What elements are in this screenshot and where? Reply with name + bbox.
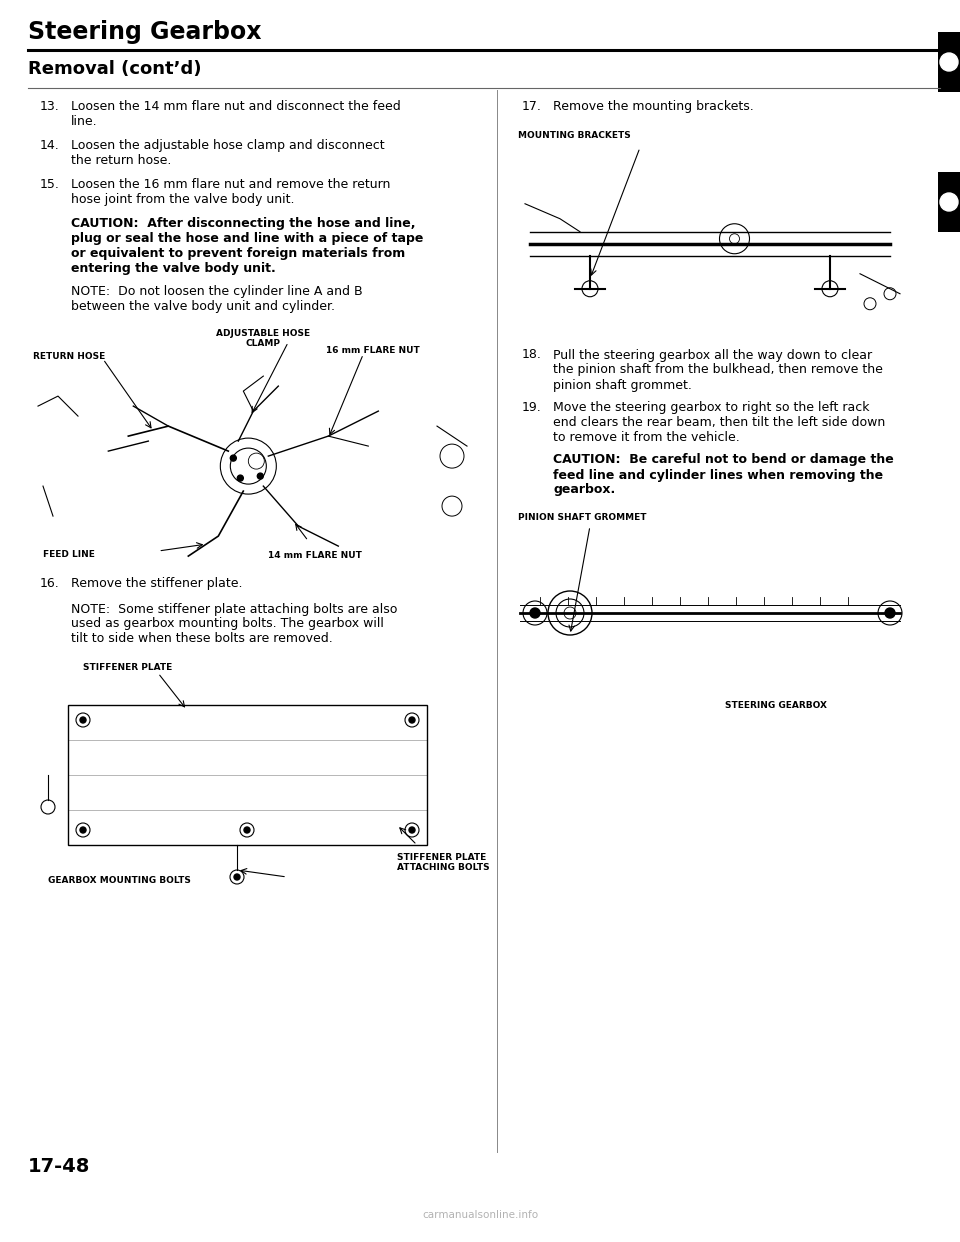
Circle shape — [234, 874, 240, 881]
Text: 17.: 17. — [522, 101, 541, 113]
Text: 13.: 13. — [40, 101, 60, 113]
Text: Loosen the 16 mm flare nut and remove the return
hose joint from the valve body : Loosen the 16 mm flare nut and remove th… — [71, 178, 391, 206]
Text: MOUNTING BRACKETS: MOUNTING BRACKETS — [518, 130, 631, 139]
Text: Removal (cont’d): Removal (cont’d) — [28, 60, 202, 78]
Text: CAUTION:  After disconnecting the hose and line,
plug or seal the hose and line : CAUTION: After disconnecting the hose an… — [71, 217, 423, 274]
Text: NOTE:  Some stiffener plate attaching bolts are also
used as gearbox mounting bo: NOTE: Some stiffener plate attaching bol… — [71, 602, 397, 646]
Circle shape — [940, 193, 958, 211]
Circle shape — [80, 717, 86, 723]
Text: carmanualsonline.info: carmanualsonline.info — [422, 1210, 538, 1220]
Text: Pull the steering gearbox all the way down to clear
the pinion shaft from the bu: Pull the steering gearbox all the way do… — [553, 349, 883, 391]
Bar — [938, 32, 960, 92]
Circle shape — [409, 827, 415, 833]
Text: Remove the mounting brackets.: Remove the mounting brackets. — [553, 101, 754, 113]
Text: 19.: 19. — [522, 401, 541, 414]
Text: Loosen the 14 mm flare nut and disconnect the feed
line.: Loosen the 14 mm flare nut and disconnec… — [71, 101, 400, 128]
Circle shape — [230, 455, 236, 461]
Text: FEED LINE: FEED LINE — [43, 550, 95, 559]
Text: RETURN HOSE: RETURN HOSE — [33, 351, 106, 361]
Text: Steering Gearbox: Steering Gearbox — [28, 20, 261, 43]
Bar — [510, 508, 920, 718]
Bar — [510, 125, 920, 340]
Text: Remove the stiffener plate.: Remove the stiffener plate. — [71, 578, 243, 590]
Text: 18.: 18. — [522, 349, 541, 361]
Bar — [28, 655, 487, 895]
Circle shape — [885, 609, 895, 619]
Text: NOTE:  Do not loosen the cylinder line A and B
between the valve body unit and c: NOTE: Do not loosen the cylinder line A … — [71, 284, 363, 313]
Text: ADJUSTABLE HOSE
CLAMP: ADJUSTABLE HOSE CLAMP — [216, 329, 310, 349]
Circle shape — [244, 827, 250, 833]
Circle shape — [237, 476, 243, 481]
Text: Loosen the adjustable hose clamp and disconnect
the return hose.: Loosen the adjustable hose clamp and dis… — [71, 139, 385, 166]
Bar — [28, 324, 487, 569]
Text: STEERING GEARBOX: STEERING GEARBOX — [725, 700, 827, 710]
Circle shape — [257, 473, 263, 479]
Circle shape — [80, 827, 86, 833]
Text: 15.: 15. — [40, 178, 60, 191]
Text: STIFFENER PLATE
ATTACHING BOLTS: STIFFENER PLATE ATTACHING BOLTS — [397, 853, 490, 872]
Bar — [68, 705, 427, 845]
Circle shape — [409, 717, 415, 723]
Text: Move the steering gearbox to right so the left rack
end clears the rear beam, th: Move the steering gearbox to right so th… — [553, 401, 885, 443]
Text: 14.: 14. — [40, 139, 60, 152]
Text: GEARBOX MOUNTING BOLTS: GEARBOX MOUNTING BOLTS — [48, 876, 191, 886]
Text: 17-48: 17-48 — [28, 1158, 90, 1176]
Text: 14 mm FLARE NUT: 14 mm FLARE NUT — [268, 551, 362, 560]
Bar — [938, 171, 960, 232]
Text: PINION SHAFT GROMMET: PINION SHAFT GROMMET — [518, 513, 646, 522]
Circle shape — [940, 53, 958, 71]
Circle shape — [530, 609, 540, 619]
Text: STIFFENER PLATE: STIFFENER PLATE — [83, 663, 172, 672]
Text: 16 mm FLARE NUT: 16 mm FLARE NUT — [326, 347, 420, 355]
Text: CAUTION:  Be careful not to bend or damage the
feed line and cylinder lines when: CAUTION: Be careful not to bend or damag… — [553, 453, 894, 497]
Text: 16.: 16. — [40, 578, 60, 590]
